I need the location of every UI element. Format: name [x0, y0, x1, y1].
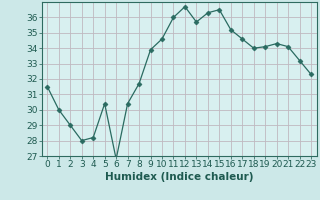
- X-axis label: Humidex (Indice chaleur): Humidex (Indice chaleur): [105, 172, 253, 182]
